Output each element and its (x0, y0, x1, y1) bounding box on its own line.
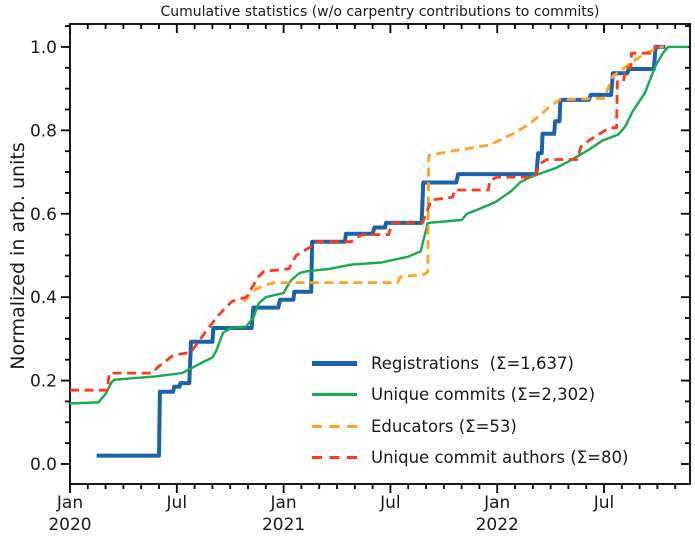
x-tick-label: Jan (56, 493, 83, 513)
legend-label-educators: Educators (Σ=53) (371, 416, 517, 436)
legend-swatch-registrations (312, 360, 357, 366)
x-axis-ticks (69, 24, 677, 493)
y-tick-label: 0.8 (30, 121, 57, 141)
legend-label-unique-commits: Unique commits (Σ=2,302) (371, 385, 596, 404)
legend-label-unique-commit-authors: Unique commit authors (Σ=80) (371, 448, 629, 467)
legend-row-unique-commits: Unique commits (Σ=2,302) (312, 383, 595, 407)
series-line-unique-commits (69, 45, 689, 405)
x-tick-label: Jul (379, 493, 401, 513)
y-tick-label: 0.0 (30, 455, 57, 475)
legend-row-educators: Educators (Σ=53) (312, 414, 517, 438)
legend-label-registrations: Registrations (Σ=1,637) (371, 353, 574, 373)
x-tick-year-label: 2021 (262, 515, 305, 535)
axes-spines (69, 23, 691, 485)
x-tick-year-label: 2020 (48, 515, 91, 535)
y-tick-label: 0.6 (30, 205, 57, 225)
x-tick-label: Jul (593, 493, 615, 513)
series-line-unique-commit-authors (70, 45, 659, 392)
x-tick-label: Jan (269, 493, 296, 513)
legend-swatch-educators (312, 424, 357, 428)
legend-swatch-unique-commits (312, 393, 357, 396)
x-tick-year-label: 2022 (476, 515, 519, 535)
legend-row-registrations: Registrations (Σ=1,637) (312, 351, 574, 375)
series-line-educators (242, 45, 664, 303)
y-axis-label: Normalized in arb. units (7, 142, 29, 370)
y-tick-labels: 0.0 0.2 0.4 0.6 0.8 1.0 (30, 38, 57, 475)
y-tick-label: 0.4 (30, 288, 57, 308)
y-axis-ticks (61, 25, 690, 465)
legend-swatch-unique-commit-authors (312, 456, 357, 459)
legend-row-unique-commit-authors: Unique commit authors (Σ=80) (312, 446, 628, 470)
chart-title: Cumulative statistics (w/o carpentry con… (160, 4, 600, 20)
y-tick-label: 0.2 (30, 372, 57, 392)
y-tick-label: 1.0 (30, 38, 57, 58)
x-tick-label: Jan (483, 493, 510, 513)
x-tick-label: Jul (166, 493, 188, 513)
